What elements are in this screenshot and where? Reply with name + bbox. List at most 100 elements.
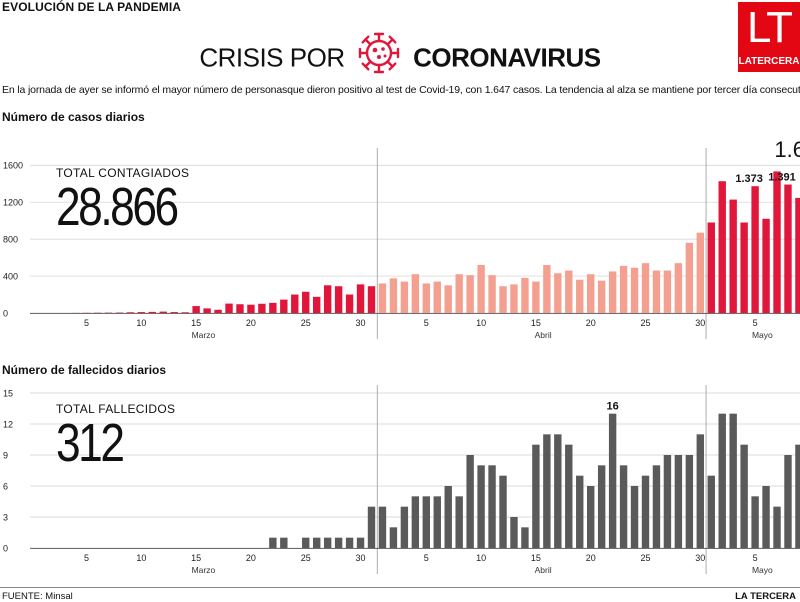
y-tick-label: 400 — [3, 272, 18, 282]
bar — [401, 507, 408, 548]
bar — [576, 476, 583, 548]
bar — [598, 465, 605, 548]
bar — [302, 292, 309, 313]
bar — [664, 455, 671, 548]
bar — [532, 282, 539, 313]
x-tick-label: 5 — [84, 318, 89, 328]
bar — [214, 310, 221, 313]
bar — [269, 303, 276, 313]
bar — [719, 181, 726, 313]
bar — [445, 486, 452, 548]
month-label: Mayo — [752, 330, 773, 340]
bar — [751, 496, 758, 548]
page-title: CRISIS POR CORONAVIRUS — [0, 33, 800, 86]
bar — [784, 455, 791, 548]
bar — [554, 434, 561, 548]
x-tick-label: 15 — [531, 318, 541, 328]
bar — [466, 455, 473, 548]
month-label: Mayo — [752, 565, 773, 575]
virus-icon — [356, 30, 402, 83]
title-part2: CORONAVIRUS — [413, 42, 601, 72]
bar — [609, 271, 616, 313]
bar — [313, 538, 320, 548]
bar — [280, 538, 287, 548]
bar — [171, 312, 178, 313]
x-tick-label: 30 — [356, 318, 366, 328]
y-tick-label: 3 — [3, 513, 8, 523]
x-tick-label: 10 — [476, 553, 486, 563]
bar — [620, 266, 627, 313]
x-tick-label: 5 — [424, 318, 429, 328]
bar — [302, 538, 309, 548]
bar — [762, 486, 769, 548]
bar — [357, 284, 364, 313]
bar — [423, 283, 430, 313]
y-tick-label: 1600 — [3, 161, 23, 171]
bar — [598, 281, 605, 313]
bar — [368, 507, 375, 548]
y-tick-label: 9 — [3, 451, 8, 461]
bar — [510, 284, 517, 313]
title-part1: CRISIS POR — [199, 42, 344, 72]
bar — [675, 455, 682, 548]
bar — [499, 476, 506, 548]
bar — [510, 517, 517, 548]
bar — [587, 274, 594, 313]
footer-divider — [0, 587, 800, 588]
bar — [697, 434, 704, 548]
bar — [719, 414, 726, 548]
bar — [291, 295, 298, 313]
x-tick-label: 25 — [640, 553, 650, 563]
bar — [751, 186, 758, 313]
bar — [565, 445, 572, 548]
x-tick-label: 10 — [136, 318, 146, 328]
bar — [543, 265, 550, 313]
bar — [697, 233, 704, 313]
data-label: 1.391 — [768, 172, 796, 184]
x-tick-label: 5 — [753, 553, 758, 563]
bar — [269, 538, 276, 548]
bar — [664, 271, 671, 313]
data-label: 16 — [606, 401, 618, 413]
bar — [313, 297, 320, 313]
bar — [335, 286, 342, 313]
bar — [455, 274, 462, 313]
bar — [225, 304, 232, 313]
bar — [423, 496, 430, 548]
bar — [412, 274, 419, 313]
data-label: 1.647 — [774, 137, 800, 162]
bar — [708, 222, 715, 313]
x-tick-label: 30 — [695, 553, 705, 563]
bar — [543, 434, 550, 548]
bar — [795, 198, 800, 313]
bar — [631, 268, 638, 313]
bar — [609, 414, 616, 548]
logo-letters: LT — [738, 4, 800, 52]
month-label: Abril — [535, 565, 552, 575]
bar — [521, 527, 528, 548]
bar — [729, 414, 736, 548]
month-label: Marzo — [192, 330, 216, 340]
bar — [675, 263, 682, 313]
bar — [477, 265, 484, 313]
bar — [773, 171, 780, 313]
bar — [280, 300, 287, 313]
bar — [149, 312, 156, 313]
total-cases-box: TOTAL CONTAGIADOS 28.866 — [56, 166, 203, 234]
x-tick-label: 25 — [301, 553, 311, 563]
bar — [565, 271, 572, 313]
bar — [258, 304, 265, 313]
bar — [368, 286, 375, 313]
bar — [708, 476, 715, 548]
y-tick-label: 0 — [3, 309, 8, 319]
x-tick-label: 20 — [246, 553, 256, 563]
bar — [620, 465, 627, 548]
bar — [357, 538, 364, 548]
bar — [740, 445, 747, 548]
month-label: Marzo — [192, 565, 216, 575]
bar — [631, 486, 638, 548]
data-label: 1.373 — [735, 173, 763, 185]
bar — [784, 185, 791, 313]
x-tick-label: 30 — [356, 553, 366, 563]
bar — [686, 243, 693, 313]
